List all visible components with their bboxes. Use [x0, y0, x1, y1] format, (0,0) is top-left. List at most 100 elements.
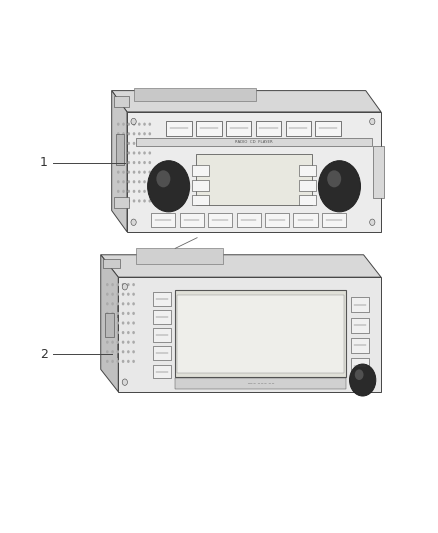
Circle shape [133, 142, 135, 145]
Polygon shape [127, 112, 381, 232]
Circle shape [117, 321, 119, 325]
Circle shape [106, 360, 109, 363]
Circle shape [111, 341, 114, 344]
Bar [351, 297, 369, 312]
Bar [153, 365, 171, 378]
Circle shape [148, 161, 151, 164]
Circle shape [132, 302, 135, 305]
Bar [299, 180, 316, 191]
Circle shape [122, 151, 125, 155]
Circle shape [106, 321, 109, 325]
Circle shape [138, 151, 141, 155]
Circle shape [122, 360, 124, 363]
Circle shape [133, 132, 135, 135]
Circle shape [117, 341, 119, 344]
Circle shape [122, 341, 124, 344]
Circle shape [106, 331, 109, 334]
Circle shape [143, 132, 146, 135]
Circle shape [355, 369, 364, 380]
Circle shape [122, 321, 124, 325]
Bar [166, 121, 192, 136]
Bar [153, 328, 171, 342]
Circle shape [127, 360, 130, 363]
Bar [192, 180, 209, 191]
Bar [373, 146, 384, 198]
Circle shape [133, 190, 135, 193]
Circle shape [143, 123, 146, 126]
Circle shape [122, 190, 125, 193]
Circle shape [148, 142, 151, 145]
Bar [299, 165, 316, 176]
Circle shape [318, 161, 360, 212]
Circle shape [127, 180, 130, 183]
Circle shape [127, 171, 130, 174]
Circle shape [132, 312, 135, 315]
Circle shape [111, 312, 114, 315]
Circle shape [138, 142, 141, 145]
Circle shape [138, 190, 141, 193]
Circle shape [117, 142, 120, 145]
Text: RADIO  CD  PLAYER: RADIO CD PLAYER [235, 140, 273, 144]
Circle shape [138, 161, 141, 164]
Bar [351, 338, 369, 353]
Circle shape [148, 132, 151, 135]
Circle shape [122, 312, 124, 315]
Circle shape [127, 199, 130, 203]
Circle shape [122, 350, 124, 353]
Bar [256, 121, 281, 136]
Circle shape [138, 199, 141, 203]
Circle shape [122, 132, 125, 135]
Circle shape [370, 219, 375, 225]
Bar [153, 346, 171, 360]
Bar [134, 88, 256, 101]
Circle shape [122, 284, 127, 290]
Bar [192, 165, 209, 176]
Circle shape [127, 283, 130, 286]
Polygon shape [112, 91, 127, 232]
Circle shape [143, 171, 146, 174]
Circle shape [133, 161, 135, 164]
Circle shape [106, 283, 109, 286]
Bar [180, 213, 204, 227]
Circle shape [350, 364, 376, 396]
Circle shape [132, 331, 135, 334]
Bar [351, 318, 369, 333]
Circle shape [131, 118, 136, 125]
Circle shape [148, 199, 151, 203]
Circle shape [143, 199, 146, 203]
Circle shape [156, 171, 170, 188]
Bar [116, 134, 124, 165]
Circle shape [132, 283, 135, 286]
Bar [265, 213, 289, 227]
Bar [117, 344, 122, 357]
Bar [114, 96, 129, 107]
Bar [151, 213, 175, 227]
Circle shape [148, 190, 151, 193]
Bar [175, 378, 346, 389]
Bar [136, 248, 223, 264]
Circle shape [127, 190, 130, 193]
Circle shape [127, 161, 130, 164]
Circle shape [127, 302, 130, 305]
Circle shape [106, 293, 109, 296]
Circle shape [370, 118, 375, 125]
Bar [177, 295, 344, 373]
Bar [299, 195, 316, 206]
Circle shape [106, 302, 109, 305]
Circle shape [133, 151, 135, 155]
Bar [286, 121, 311, 136]
Circle shape [122, 161, 125, 164]
Circle shape [127, 123, 130, 126]
Circle shape [127, 341, 130, 344]
Circle shape [132, 341, 135, 344]
Bar [153, 292, 171, 306]
Text: 2: 2 [40, 348, 48, 361]
Circle shape [132, 321, 135, 325]
Bar [175, 290, 346, 377]
Circle shape [127, 142, 130, 145]
Bar [293, 213, 318, 227]
Circle shape [111, 302, 114, 305]
Circle shape [106, 341, 109, 344]
Circle shape [148, 180, 151, 183]
Polygon shape [112, 91, 381, 112]
